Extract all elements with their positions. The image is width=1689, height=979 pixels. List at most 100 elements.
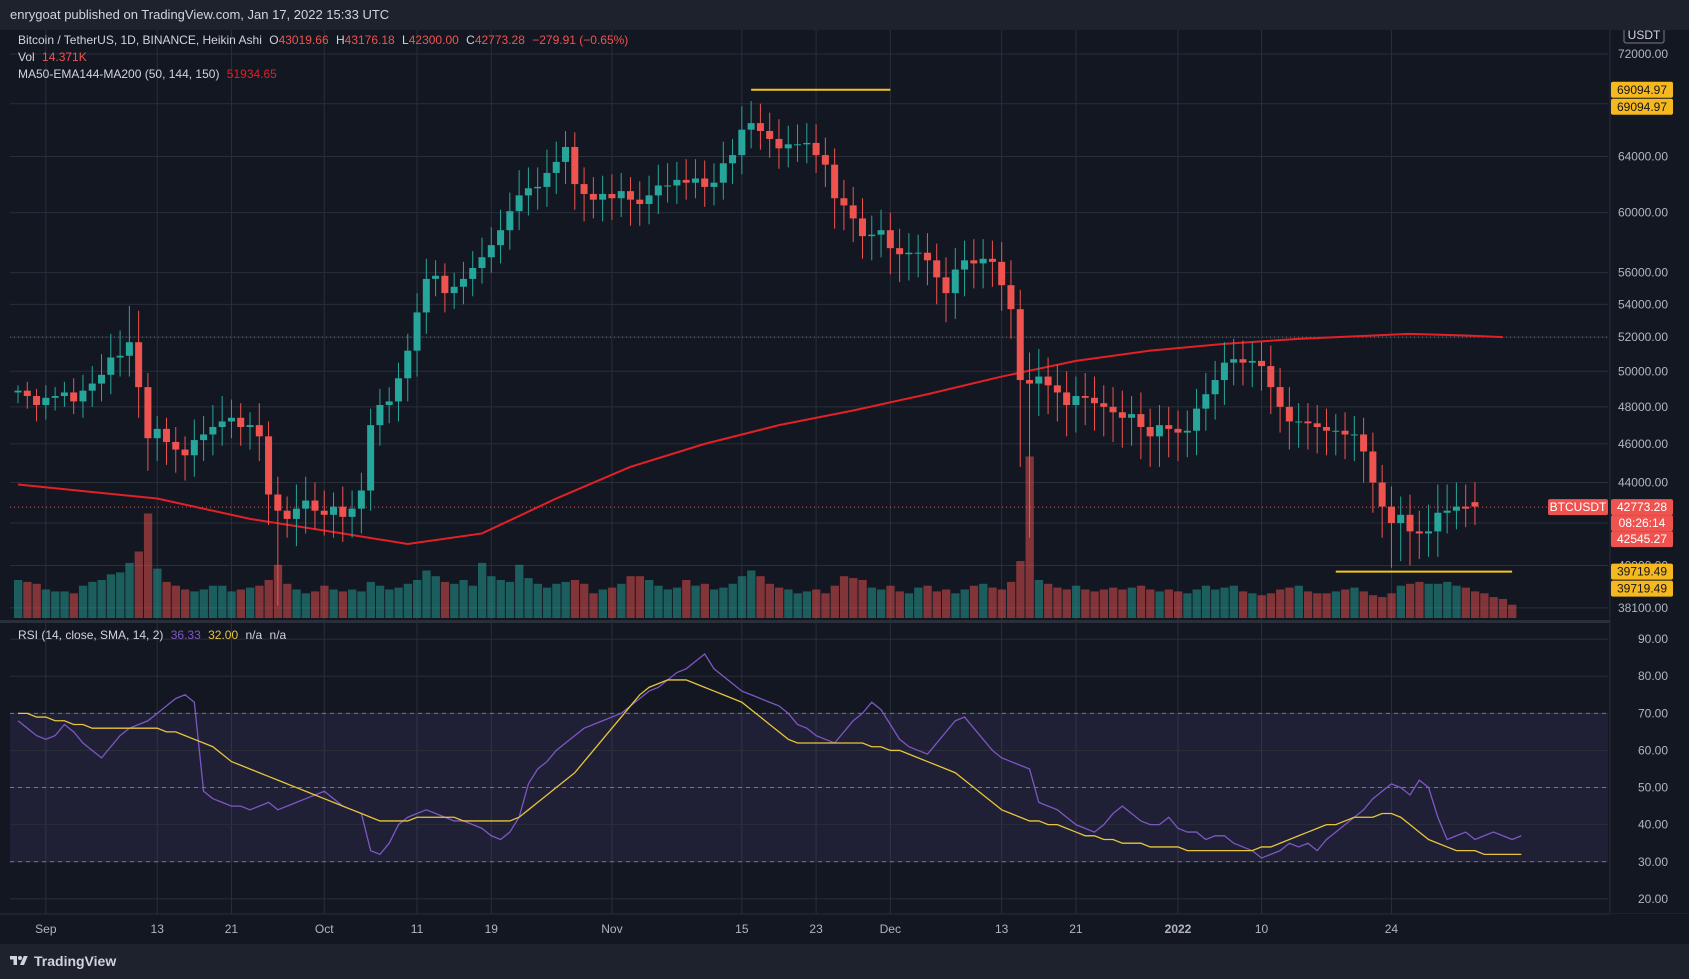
volume-bar <box>561 581 570 618</box>
candle-body <box>756 123 764 131</box>
candle-body <box>33 396 41 406</box>
price-tick-label: 46000.00 <box>1618 437 1668 451</box>
volume-bar <box>1034 580 1044 618</box>
candle-body <box>367 425 375 491</box>
volume-bar <box>106 574 116 618</box>
volume-bar <box>821 593 830 618</box>
price-axis[interactable] <box>1610 30 1689 914</box>
volume-bar <box>190 591 199 618</box>
volume-bar <box>218 585 227 618</box>
volume-bar <box>1294 585 1303 618</box>
candle-body <box>422 278 430 313</box>
candle-body <box>979 258 987 264</box>
candle-body <box>775 138 783 149</box>
candle-body <box>190 440 198 456</box>
candle-body <box>339 506 347 517</box>
chart-area[interactable]: 38100.0040000.0042000.0044000.0046000.00… <box>0 30 1689 944</box>
volume-bar <box>682 580 691 618</box>
candle-body <box>1415 531 1423 534</box>
candle-body <box>1220 362 1228 381</box>
candle-body <box>821 155 829 165</box>
volume-bar <box>1127 587 1136 618</box>
candle-body <box>506 211 514 231</box>
candle-body <box>951 269 959 294</box>
candle-body <box>1425 531 1433 534</box>
price-tick-label: 50000.00 <box>1618 364 1668 378</box>
volume-bar <box>246 587 255 618</box>
volume-bar <box>505 581 515 618</box>
candle-body <box>766 130 774 139</box>
legend-high: 43176.18 <box>344 33 395 47</box>
candle-body <box>441 275 449 294</box>
candle-body <box>107 357 115 375</box>
volume-bar <box>765 583 774 618</box>
candle-body <box>710 182 718 187</box>
price-tag-level-bg <box>1611 563 1673 580</box>
volume-bar <box>1006 581 1016 618</box>
candle-body <box>831 164 839 199</box>
candle-body <box>292 508 300 519</box>
candle-body <box>562 146 570 162</box>
candle-body <box>1174 428 1182 433</box>
volume-bar <box>1220 587 1229 618</box>
time-tick-label: 15 <box>735 922 749 936</box>
time-tick-label: 2022 <box>1165 922 1192 936</box>
candle-body <box>933 260 941 278</box>
volume-bar <box>1452 585 1461 618</box>
candle-body <box>1128 414 1136 418</box>
publish-header: enrygoat published on TradingView.com, J… <box>0 0 1689 30</box>
volume-bar <box>1415 581 1424 618</box>
candle-body <box>14 390 22 393</box>
volume-bar <box>431 576 440 618</box>
candle-body <box>311 500 319 511</box>
price-tag-symbol[interactable]: BTCUSDT <box>1550 500 1607 514</box>
candle-body <box>886 230 894 249</box>
price-tag-level2-bg <box>1611 580 1673 597</box>
volume-bar <box>1470 591 1480 618</box>
volume-bar <box>867 587 877 618</box>
candle-body <box>858 218 866 237</box>
price-tick-label: 48000.00 <box>1618 400 1668 414</box>
volume-legend: Vol 14.371K <box>18 50 91 64</box>
main-legend: Bitcoin / TetherUS, 1D, BINANCE, Heikin … <box>18 33 632 47</box>
volume-bar <box>413 580 422 618</box>
legend-rsi-label[interactable]: RSI (14, close, SMA, 14, 2) <box>18 628 164 642</box>
candle-body <box>849 205 857 219</box>
candle-body <box>923 252 931 261</box>
legend-symbol[interactable]: Bitcoin / TetherUS, 1D, BINANCE, Heikin … <box>18 33 262 47</box>
volume-bar <box>997 589 1006 618</box>
time-tick-label: Sep <box>35 922 57 936</box>
volume-bar <box>1109 587 1118 618</box>
candle-body <box>1193 408 1201 431</box>
legend-high-label: H <box>335 33 345 47</box>
time-tick-label: 21 <box>1069 922 1083 936</box>
volume-bar <box>1359 591 1368 618</box>
candle-body <box>172 441 180 450</box>
candle-body <box>571 146 579 185</box>
legend-rsi-value: 36.33 <box>170 628 201 642</box>
candle-body <box>1109 406 1117 413</box>
volume-bar <box>171 585 181 618</box>
price-tick-label: 72000.00 <box>1618 47 1668 61</box>
candle-body <box>459 278 467 287</box>
legend-ma-label[interactable]: MA50-EMA144-MA200 (50, 144, 150) <box>18 67 220 81</box>
candle-body <box>1276 387 1284 407</box>
candle-body <box>812 142 820 156</box>
price-tag-timer: 08:26:14 <box>1619 516 1666 530</box>
volume-bar <box>394 587 403 618</box>
footer-brand[interactable]: TradingView <box>34 953 117 969</box>
candle-body <box>1026 380 1034 384</box>
legend-open-label: O <box>269 33 279 47</box>
volume-bar <box>1183 593 1192 618</box>
volume-bar <box>1155 591 1164 618</box>
time-axis[interactable] <box>0 914 1689 944</box>
volume-bar <box>292 589 301 618</box>
volume-bar <box>784 589 793 618</box>
rsi-tick-label: 40.00 <box>1638 818 1668 832</box>
legend-vol-label[interactable]: Vol <box>18 50 35 64</box>
candle-body <box>534 186 542 189</box>
volume-bar <box>41 589 51 618</box>
candle-body <box>23 390 31 397</box>
volume-bar <box>88 581 97 618</box>
legend-change: −279.91 (−0.65%) <box>532 33 629 47</box>
